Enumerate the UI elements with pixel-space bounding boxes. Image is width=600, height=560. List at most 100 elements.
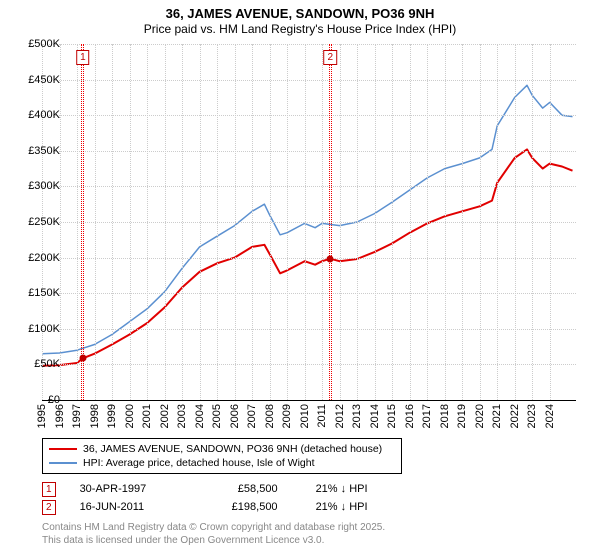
- gridline-h: [42, 186, 576, 187]
- marker-hpi: 21% ↓ HPI: [316, 483, 368, 495]
- gridline-h: [42, 222, 576, 223]
- x-tick-label: 1999: [106, 404, 118, 428]
- x-tick-label: 2013: [351, 404, 363, 428]
- x-tick-label: 2024: [544, 404, 556, 428]
- x-tick-label: 1997: [71, 404, 83, 428]
- marker-price: £58,500: [198, 483, 298, 495]
- x-tick-label: 2014: [369, 404, 381, 428]
- gridline-v: [550, 44, 551, 400]
- markers-row: 1 30-APR-1997 £58,500 21% ↓ HPI: [42, 480, 368, 498]
- y-tick-label: £400K: [10, 109, 60, 121]
- x-tick-label: 1995: [36, 404, 48, 428]
- gridline-v: [497, 44, 498, 400]
- x-tick-label: 2019: [456, 404, 468, 428]
- gridline-v: [112, 44, 113, 400]
- y-tick-label: £350K: [10, 145, 60, 157]
- gridline-v: [147, 44, 148, 400]
- gridline-v: [375, 44, 376, 400]
- x-tick-label: 2009: [281, 404, 293, 428]
- gridline-v: [480, 44, 481, 400]
- chart-container: { "title": { "line1": "36, JAMES AVENUE,…: [0, 0, 600, 560]
- y-tick-label: £50K: [10, 358, 60, 370]
- x-tick-label: 2002: [159, 404, 171, 428]
- x-tick-label: 2005: [211, 404, 223, 428]
- x-tick-label: 2017: [421, 404, 433, 428]
- marker-band: [329, 44, 332, 400]
- gridline-v: [95, 44, 96, 400]
- marker-date: 16-JUN-2011: [80, 501, 180, 513]
- marker-label: 1: [76, 50, 90, 65]
- legend-item: HPI: Average price, detached house, Isle…: [49, 456, 395, 470]
- gridline-h: [42, 151, 576, 152]
- y-tick-label: £200K: [10, 252, 60, 264]
- x-tick-label: 2020: [474, 404, 486, 428]
- gridline-v: [305, 44, 306, 400]
- gridline-v: [252, 44, 253, 400]
- x-tick-label: 2010: [299, 404, 311, 428]
- x-tick-label: 2023: [526, 404, 538, 428]
- gridline-v: [77, 44, 78, 400]
- gridline-v: [200, 44, 201, 400]
- gridline-v: [270, 44, 271, 400]
- y-tick-label: £300K: [10, 180, 60, 192]
- gridline-h: [42, 329, 576, 330]
- marker-dot: [79, 355, 86, 362]
- marker-dot: [327, 255, 334, 262]
- x-tick-label: 2008: [264, 404, 276, 428]
- gridline-v: [182, 44, 183, 400]
- gridline-v: [445, 44, 446, 400]
- title-block: 36, JAMES AVENUE, SANDOWN, PO36 9NH Pric…: [0, 0, 600, 36]
- attribution-line: Contains HM Land Registry data © Crown c…: [42, 522, 385, 535]
- x-tick-label: 2004: [194, 404, 206, 428]
- legend-label: HPI: Average price, detached house, Isle…: [83, 457, 315, 469]
- gridline-h: [42, 364, 576, 365]
- x-tick-label: 2003: [176, 404, 188, 428]
- gridline-v: [235, 44, 236, 400]
- series-hpi: [42, 85, 573, 353]
- legend-swatch: [49, 462, 77, 464]
- gridline-v: [217, 44, 218, 400]
- gridline-h: [42, 115, 576, 116]
- x-tick-label: 2022: [509, 404, 521, 428]
- chart-plot-area: 12: [42, 44, 576, 401]
- gridline-h: [42, 293, 576, 294]
- attribution: Contains HM Land Registry data © Crown c…: [42, 522, 385, 547]
- attribution-line: This data is licensed under the Open Gov…: [42, 535, 385, 548]
- y-tick-label: £500K: [10, 38, 60, 50]
- markers-table: 1 30-APR-1997 £58,500 21% ↓ HPI 2 16-JUN…: [42, 480, 368, 516]
- gridline-h: [42, 80, 576, 81]
- x-tick-label: 2018: [439, 404, 451, 428]
- marker-date: 30-APR-1997: [80, 483, 180, 495]
- marker-number-badge: 2: [42, 500, 56, 515]
- chart-subtitle: Price paid vs. HM Land Registry's House …: [0, 22, 600, 36]
- x-tick-label: 2000: [124, 404, 136, 428]
- gridline-v: [462, 44, 463, 400]
- y-tick-label: £450K: [10, 74, 60, 86]
- gridline-h: [42, 44, 576, 45]
- marker-number-badge: 1: [42, 482, 56, 497]
- gridline-v: [532, 44, 533, 400]
- legend-swatch: [49, 448, 77, 450]
- gridline-h: [42, 258, 576, 259]
- x-tick-label: 2006: [229, 404, 241, 428]
- gridline-v: [130, 44, 131, 400]
- x-tick-label: 2012: [334, 404, 346, 428]
- y-tick-label: £0: [10, 394, 60, 406]
- gridline-v: [322, 44, 323, 400]
- x-tick-label: 2007: [246, 404, 258, 428]
- gridline-v: [165, 44, 166, 400]
- chart-title: 36, JAMES AVENUE, SANDOWN, PO36 9NH: [0, 6, 600, 21]
- gridline-v: [427, 44, 428, 400]
- x-tick-label: 2016: [404, 404, 416, 428]
- gridline-v: [392, 44, 393, 400]
- legend-item: 36, JAMES AVENUE, SANDOWN, PO36 9NH (det…: [49, 442, 395, 456]
- gridline-v: [340, 44, 341, 400]
- marker-label: 2: [323, 50, 337, 65]
- x-tick-label: 2011: [316, 404, 328, 428]
- x-tick-label: 1998: [89, 404, 101, 428]
- marker-price: £198,500: [198, 501, 298, 513]
- legend-box: 36, JAMES AVENUE, SANDOWN, PO36 9NH (det…: [42, 438, 402, 474]
- gridline-v: [410, 44, 411, 400]
- gridline-v: [515, 44, 516, 400]
- x-tick-label: 2021: [491, 404, 503, 428]
